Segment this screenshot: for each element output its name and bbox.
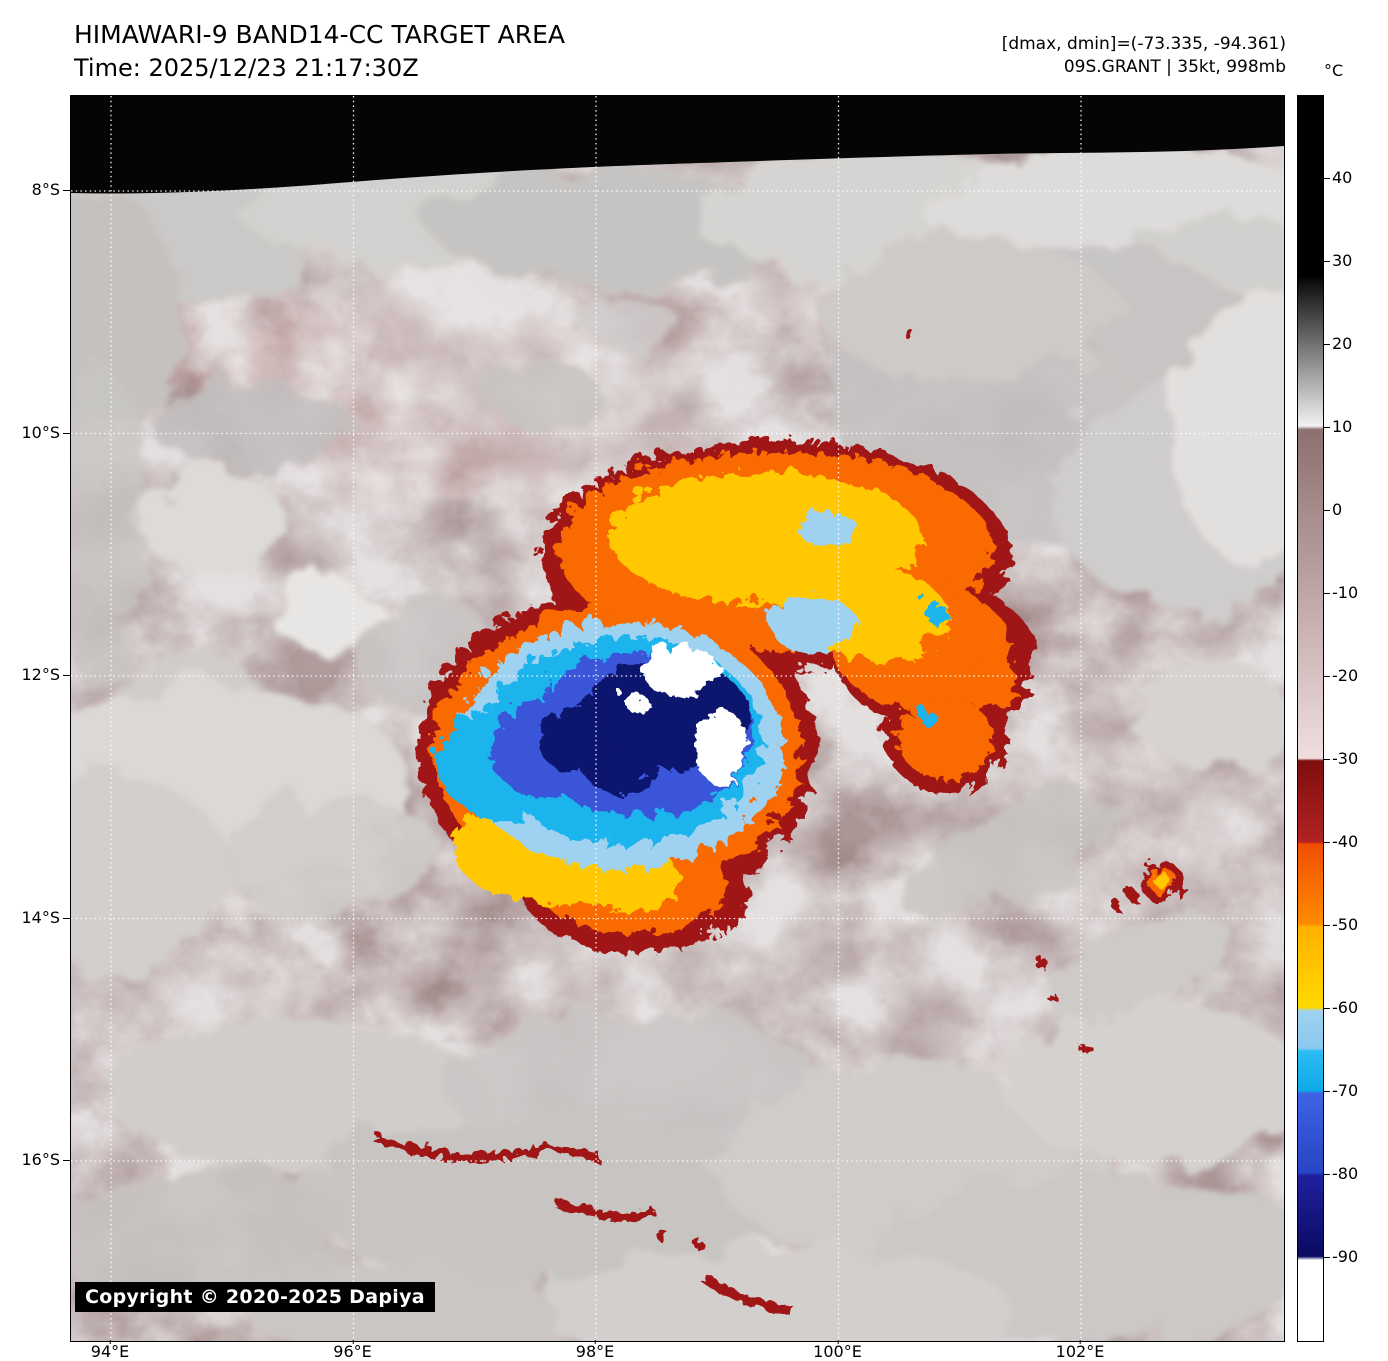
figure-title: HIMAWARI-9 BAND14-CC TARGET AREA: [74, 20, 566, 49]
colorbar-label-0: 0: [1323, 500, 1343, 519]
colorbar-label--40: -40: [1323, 832, 1359, 851]
colorbar-label--20: -20: [1323, 666, 1359, 685]
colorbar-unit-label: °C: [1324, 61, 1344, 80]
y-axis-label-12s: 12°S: [0, 667, 70, 683]
x-axis-label-102e: 102°E: [1055, 1340, 1105, 1361]
header-readouts: [dmax, dmin]=(-73.335, -94.361) 09S.GRAN…: [1002, 33, 1286, 79]
colorbar-label-10: 10: [1323, 417, 1353, 436]
colorbar: [1297, 95, 1324, 1342]
colorbar-label-20: 20: [1323, 334, 1353, 353]
x-axis-label-100e: 100°E: [813, 1340, 862, 1361]
colorbar-label--30: -30: [1323, 749, 1359, 768]
storm-system: [369, 327, 1179, 1311]
colorbar-label-40: 40: [1323, 168, 1353, 187]
cold-cloud-shield: [413, 436, 1179, 948]
cloud-masses: [71, 139, 1284, 1341]
x-axis-label-94e: 94°E: [90, 1340, 130, 1361]
colorbar-label-30: 30: [1323, 251, 1353, 270]
colorbar-label--10: -10: [1323, 583, 1359, 602]
graticule: [71, 96, 1284, 1341]
copyright-badge: Copyright © 2020-2025 Dapiya: [75, 1282, 435, 1312]
scan-edge-black-band: [71, 96, 1284, 194]
x-axis-label-96e: 96°E: [333, 1340, 372, 1361]
satellite-map-panel: Copyright © 2020-2025 Dapiya: [70, 95, 1285, 1342]
peripheral-cold-specks: [369, 327, 1135, 1311]
colorbar-label--90: -90: [1323, 1247, 1359, 1266]
y-axis-label-8s: 8°S: [0, 182, 70, 198]
y-axis-label-10s: 10°S: [0, 424, 70, 441]
colorbar-label--70: -70: [1323, 1081, 1359, 1100]
dmax-dmin-readout: [dmax, dmin]=(-73.335, -94.361): [1001, 34, 1286, 54]
x-axis-label-98e: 98°E: [575, 1340, 615, 1361]
storm-info-readout: 09S.GRANT | 35kt, 998mb: [1063, 57, 1286, 77]
y-axis-label-14s: 14°S: [0, 909, 70, 926]
satellite-image: [71, 96, 1284, 1341]
shield-core-white: [619, 642, 742, 780]
colorbar-label--50: -50: [1323, 915, 1359, 934]
colorbar-label--60: -60: [1323, 998, 1359, 1017]
figure-subtitle-time: Time: 2025/12/23 21:17:30Z: [74, 54, 419, 82]
colorbar-label--80: -80: [1323, 1164, 1359, 1183]
y-axis-label-16s: 16°S: [0, 1152, 70, 1168]
